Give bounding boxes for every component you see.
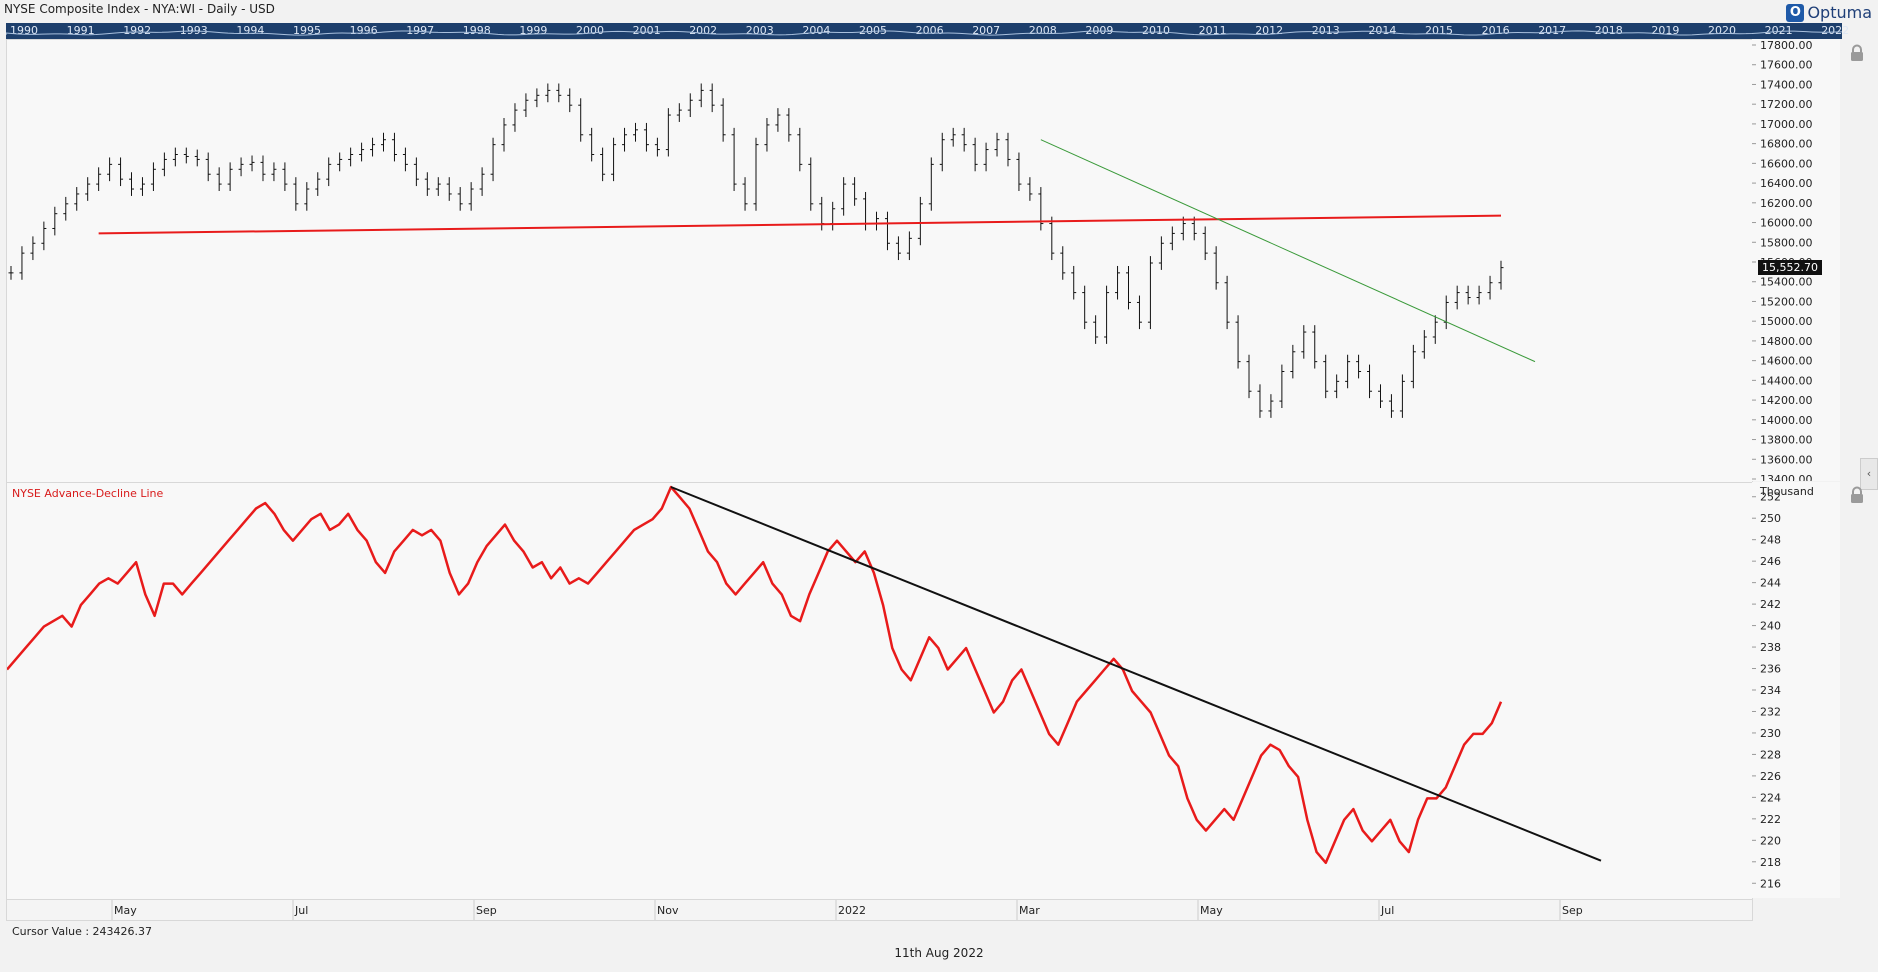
timeline-year[interactable]: 1992 [123, 24, 152, 37]
resistance-trendline[interactable] [1040, 139, 1536, 363]
ad-line-series [6, 485, 1503, 865]
ad-axis-tick: 220 [1760, 834, 1781, 847]
optuma-logo-text: Optuma [1807, 3, 1872, 22]
x-axis[interactable]: May Jul Sep Nov 2022 Mar May Jul Sep [6, 899, 1753, 921]
timeline-navigator[interactable]: 1990 1991 1992 1993 1994 1995 1996 1997 1998 1999… [6, 23, 1849, 39]
current-date: 11th Aug 2022 [894, 946, 984, 960]
price-axis-tick: 17000.00 [1760, 118, 1813, 131]
x-axis-label: Jul [1380, 904, 1394, 917]
price-axis-tick: 13800.00 [1760, 434, 1813, 447]
timeline-year[interactable]: 2005 [859, 24, 887, 37]
timeline-year[interactable]: 2001 [632, 24, 661, 37]
timeline-year[interactable]: 2007 [972, 24, 1001, 37]
price-axis-tick: 17800.00 [1760, 39, 1813, 52]
timeline-year[interactable]: 2021 [1764, 24, 1793, 37]
ad-axis-tick: 222 [1760, 813, 1781, 826]
chart-title: NYSE Composite Index - NYA:WI - Daily - … [4, 2, 275, 16]
timeline-year[interactable]: 1996 [349, 24, 378, 37]
price-axis-tick: 14200.00 [1760, 394, 1813, 407]
timeline-year[interactable]: 2022 [1821, 24, 1850, 37]
x-axis-label: 2022 [838, 904, 866, 917]
cursor-value: Cursor Value : 243426.37 [12, 925, 153, 938]
ad-axis-tick: 236 [1760, 663, 1781, 676]
timeline-year[interactable]: 2017 [1538, 24, 1567, 37]
x-axis-label: Sep [476, 904, 497, 917]
x-axis-label: Mar [1019, 904, 1040, 917]
price-axis-tick: 16800.00 [1760, 138, 1813, 151]
ad-axis-tick: 234 [1760, 684, 1781, 697]
price-axis-tick: 17600.00 [1760, 59, 1813, 72]
ad-axis[interactable]: Thousand 252 250 248 246 244 242 240 238 236 234 2… [1752, 482, 1840, 898]
timeline-year[interactable]: 1993 [179, 24, 208, 37]
last-price-label: 15,552.70 [1758, 260, 1822, 275]
timeline-year[interactable]: 2018 [1594, 24, 1623, 37]
price-axis-tick: 14600.00 [1760, 355, 1813, 368]
price-axis-tick: 15400.00 [1760, 276, 1813, 289]
support-trendline[interactable] [98, 214, 1502, 235]
price-axis-tick: 16600.00 [1760, 157, 1813, 170]
timeline-year[interactable]: 1998 [462, 24, 491, 37]
price-axis-tick: 14800.00 [1760, 335, 1813, 348]
optuma-logo: O Optuma [1786, 3, 1872, 22]
x-axis-label: Jul [294, 904, 308, 917]
timeline-year[interactable]: 2013 [1311, 24, 1340, 37]
timeline-year[interactable]: 2004 [802, 24, 831, 37]
x-axis-label: Nov [657, 904, 679, 917]
lock-icon[interactable] [1848, 486, 1866, 504]
timeline-year[interactable]: 1991 [66, 24, 95, 37]
ad-chart [6, 485, 1602, 865]
price-axis-tick: 16000.00 [1760, 217, 1813, 230]
timeline-year[interactable]: 2006 [915, 24, 944, 37]
timeline-year[interactable]: 2011 [1198, 24, 1227, 37]
ad-axis-tick: 244 [1760, 577, 1781, 590]
ad-panel[interactable]: NYSE Advance-Decline Line [6, 482, 1753, 900]
ad-axis-tick: 224 [1760, 791, 1781, 804]
lock-icon[interactable] [1848, 44, 1866, 62]
price-axis-tick: 14400.00 [1760, 374, 1813, 387]
ad-axis-tick: 216 [1760, 877, 1781, 890]
ad-axis-tick: 248 [1760, 534, 1781, 547]
timeline-year[interactable]: 2014 [1368, 24, 1397, 37]
ad-axis-tick: 232 [1760, 705, 1781, 718]
x-axis-label: Sep [1562, 904, 1583, 917]
price-axis-tick: 17400.00 [1760, 78, 1813, 91]
ad-unit-label: Thousand [1760, 485, 1814, 498]
ad-axis-tick: 218 [1760, 856, 1781, 869]
price-axis-tick: 14000.00 [1760, 414, 1813, 427]
ad-axis-tick: 252 [1760, 491, 1781, 504]
ad-axis-tick: 238 [1760, 641, 1781, 654]
x-axis-label: May [1200, 904, 1223, 917]
price-panel[interactable] [6, 39, 1753, 483]
price-axis-tick: 13600.00 [1760, 453, 1813, 466]
ad-axis-tick: 240 [1760, 620, 1781, 633]
price-chart [8, 83, 1536, 418]
timeline-year[interactable]: 1997 [406, 24, 435, 37]
price-axis-tick: 17200.00 [1760, 98, 1813, 111]
ad-axis-tick: 230 [1760, 727, 1781, 740]
ad-downtrend-line[interactable] [670, 486, 1602, 862]
ad-axis-tick: 246 [1760, 555, 1781, 568]
x-axis-label: May [114, 904, 137, 917]
price-axis-tick: 16400.00 [1760, 177, 1813, 190]
price-axis-tick: 15800.00 [1760, 236, 1813, 249]
optuma-logo-icon: O [1786, 3, 1805, 22]
price-axis-tick: 16200.00 [1760, 197, 1813, 210]
price-axis-tick: 15200.00 [1760, 295, 1813, 308]
price-axis-tick: 13400.00 [1760, 473, 1813, 481]
timeline-year[interactable]: 1995 [293, 24, 321, 37]
ad-axis-tick: 242 [1760, 598, 1781, 611]
ad-axis-tick: 250 [1760, 512, 1781, 525]
price-axis-tick: 15000.00 [1760, 315, 1813, 328]
timeline-year[interactable]: 2009 [1085, 24, 1114, 37]
ad-panel-title: NYSE Advance-Decline Line [12, 487, 164, 500]
ad-axis-tick: 228 [1760, 748, 1781, 761]
ad-axis-tick: 226 [1760, 770, 1781, 783]
timeline-year[interactable]: 2010 [1142, 24, 1170, 37]
